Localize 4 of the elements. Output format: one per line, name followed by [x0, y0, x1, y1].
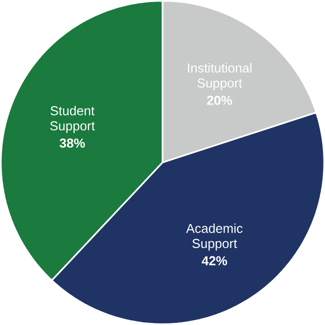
data-label: 38%	[60, 138, 85, 148]
slice-label: Academic Support	[186, 224, 243, 251]
data-label: 42%	[202, 256, 228, 266]
slice-label: Student Support	[50, 106, 95, 134]
